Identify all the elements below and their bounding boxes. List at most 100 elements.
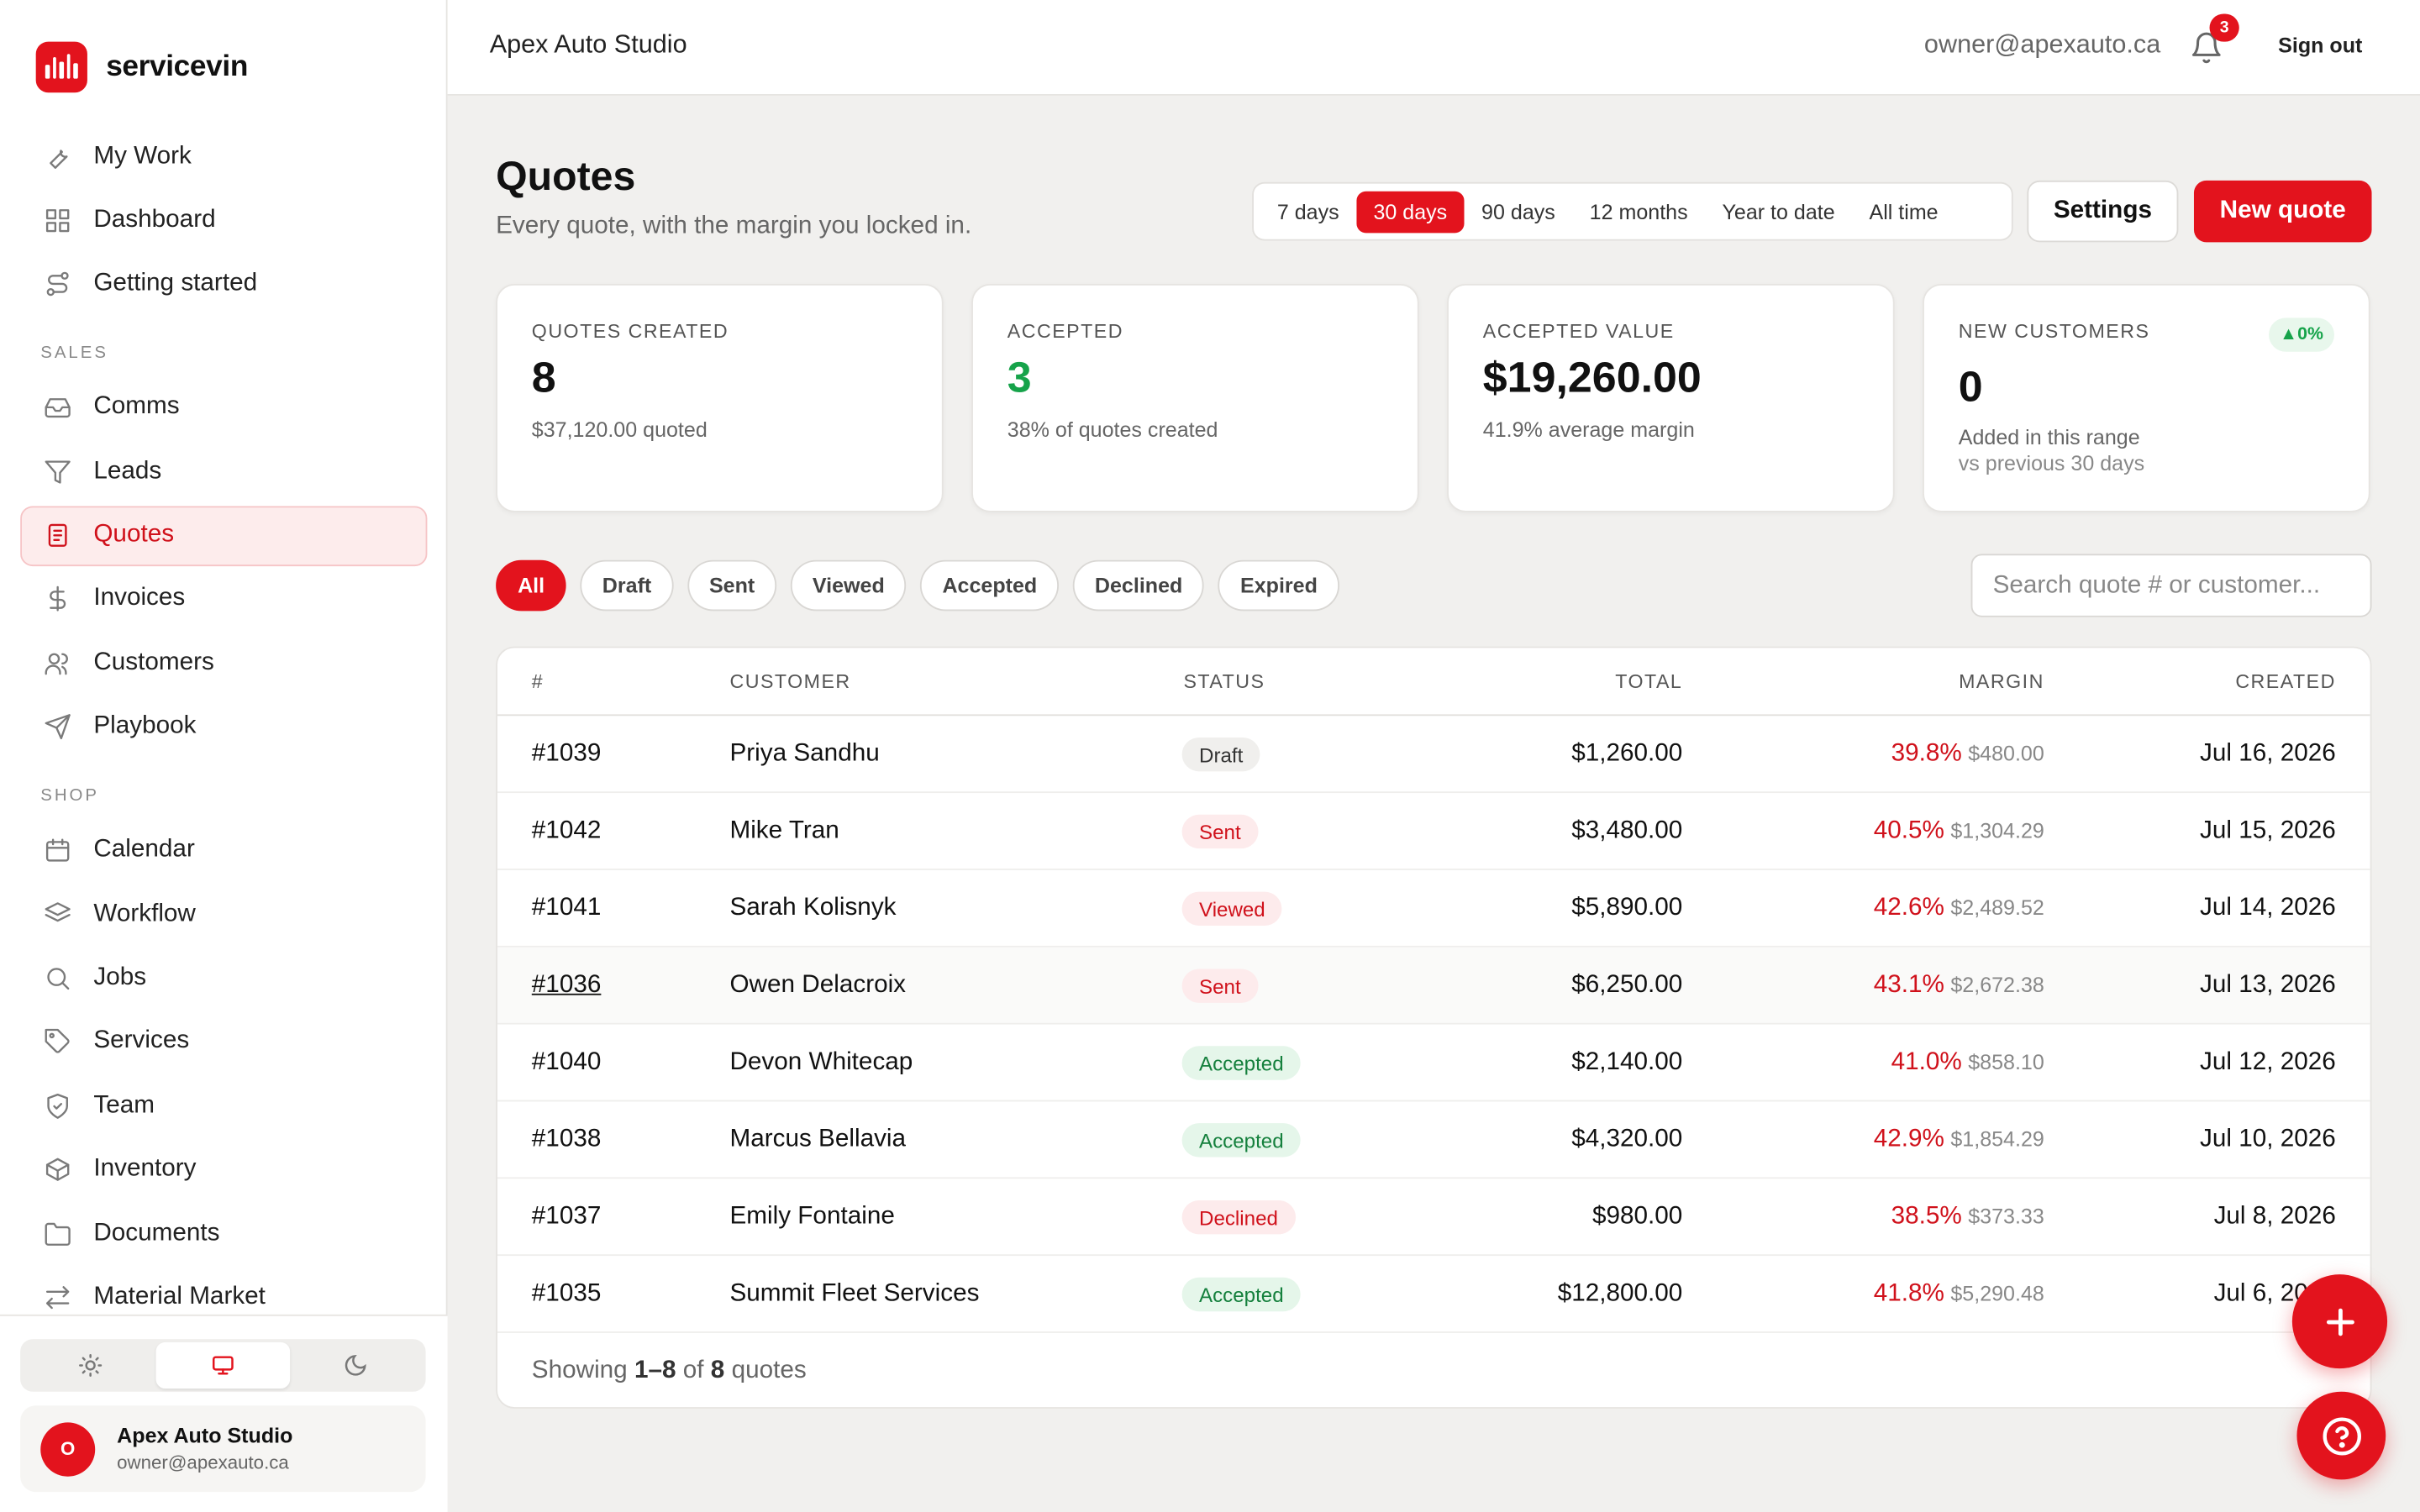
quote-number-link[interactable]: #1036 [531, 972, 602, 999]
margin-percent: 42.9% [1873, 1126, 1944, 1153]
sidebar-item-services[interactable]: Services [20, 1012, 427, 1073]
margin-amount: $1,854.29 [1950, 1127, 2044, 1152]
sidebar-item-inventory[interactable]: Inventory [20, 1140, 427, 1200]
bell-icon[interactable] [2189, 29, 2223, 66]
table-row[interactable]: #1039 Priya Sandhu Draft $1,260.00 39.8% $480… [497, 716, 2370, 794]
status-badge: Accepted [1181, 1123, 1302, 1158]
margin-cell: 39.8% $480.00 [1891, 741, 2044, 769]
sidebar-item-calendar[interactable]: Calendar [20, 821, 427, 881]
sidebar-item-invoices[interactable]: Invoices [20, 570, 427, 630]
light-theme-button[interactable] [24, 1342, 156, 1389]
created-date: Jul 12, 2026 [2200, 1048, 2336, 1076]
sidebar-item-label: Quotes [93, 521, 175, 549]
new-quote-button[interactable]: New quote [2193, 180, 2372, 243]
filter-chip-accepted[interactable]: Accepted [920, 559, 1060, 612]
settings-button[interactable]: Settings [2027, 180, 2179, 243]
customer-name: Devon Whitecap [729, 1048, 913, 1076]
sidebar-item-playbook[interactable]: Playbook [20, 697, 427, 758]
table-row[interactable]: #1038 Marcus Bellavia Accepted $4,320.00 42.… [497, 1101, 2370, 1179]
table-row[interactable]: #1042 Mike Tran Sent $3,480.00 40.5% $1,304.2… [497, 793, 2370, 870]
nav-section-shop: SHOP [40, 786, 99, 806]
sidebar-item-my-work[interactable]: My Work [20, 127, 427, 187]
column-header-margin[interactable]: MARGIN [1959, 670, 2044, 693]
range-option-year-to-date[interactable]: Year to date [1722, 199, 1835, 223]
quote-number-link[interactable]: #1040 [531, 1048, 602, 1076]
customer-name: Owen Delacroix [729, 972, 907, 999]
sidebar-item-team[interactable]: Team [20, 1076, 427, 1137]
sign-out-button[interactable]: Sign out [2278, 34, 2363, 57]
table-row[interactable]: #1041 Sarah Kolisnyk Viewed $5,890.00 42.6% $… [497, 870, 2370, 948]
column-header-customer[interactable]: CUSTOMER [729, 670, 851, 693]
filter-chip-all[interactable]: All [496, 559, 567, 612]
brand-name: servicevin [106, 50, 248, 83]
search-input[interactable] [1970, 554, 2372, 617]
table-row[interactable]: #1035 Summit Fleet Services Accepted $12,80… [497, 1256, 2370, 1333]
sidebar-item-label: Playbook [93, 712, 197, 740]
column-header-number[interactable]: # [531, 670, 544, 693]
created-date: Jul 8, 2026 [2213, 1203, 2336, 1230]
quote-total: $12,800.00 [1557, 1280, 1683, 1307]
grid-icon [44, 207, 71, 234]
stat-accepted-value: ACCEPTED VALUE $19,260.00 41.9% average … [1447, 283, 1895, 512]
quote-number-link[interactable]: #1037 [531, 1203, 602, 1230]
sidebar-item-dashboard[interactable]: Dashboard [20, 191, 427, 251]
margin-percent: 42.6% [1873, 895, 1944, 921]
stat-quotes-created: QUOTES CREATED 8 $37,120.00 quoted [496, 283, 944, 512]
quote-number-link[interactable]: #1041 [531, 895, 602, 921]
margin-cell: 41.0% $858.10 [1891, 1049, 2044, 1077]
filter-chip-declined[interactable]: Declined [1072, 559, 1205, 612]
column-header-total[interactable]: TOTAL [1615, 670, 1683, 693]
system-theme-button[interactable] [156, 1341, 290, 1389]
sidebar-item-getting-started[interactable]: Getting started [20, 255, 427, 315]
filter-chip-sent[interactable]: Sent [687, 559, 777, 612]
quote-number-link[interactable]: #1035 [531, 1280, 602, 1307]
sidebar-item-material-market[interactable]: Material Market [20, 1268, 427, 1315]
margin-amount: $5,290.48 [1950, 1282, 2044, 1305]
margin-percent: 41.0% [1891, 1048, 1962, 1076]
status-badge: Accepted [1181, 1046, 1302, 1080]
filter-chip-expired[interactable]: Expired [1218, 559, 1339, 612]
account-card[interactable]: O Apex Auto Studio owner@apexauto.ca [20, 1405, 426, 1493]
column-header-status[interactable]: STATUS [1183, 670, 1265, 693]
range-option-90-days[interactable]: 90 days [1481, 199, 1555, 223]
sidebar-item-label: Dashboard [93, 206, 216, 234]
quote-total: $6,250.00 [1571, 972, 1683, 999]
add-fab-button[interactable] [2291, 1274, 2388, 1369]
quote-number-link[interactable]: #1042 [531, 817, 602, 844]
filter-chip-viewed[interactable]: Viewed [790, 559, 907, 612]
sidebar-item-workflow[interactable]: Workflow [20, 885, 427, 945]
layers-icon [44, 900, 71, 928]
range-option-12-months[interactable]: 12 months [1589, 199, 1688, 223]
sidebar-item-comms[interactable]: Comms [20, 378, 427, 438]
search-icon [44, 964, 71, 992]
range-option-30-days[interactable]: 30 days [1356, 190, 1465, 233]
customer-name: Mike Tran [729, 817, 839, 844]
quote-number-link[interactable]: #1039 [531, 740, 602, 767]
sidebar-item-customers[interactable]: Customers [20, 633, 427, 694]
calendar-icon [44, 837, 71, 864]
column-header-created[interactable]: CREATED [2235, 670, 2336, 693]
brand[interactable]: servicevin [35, 41, 248, 93]
margin-percent: 43.1% [1873, 972, 1944, 999]
range-option-7-days[interactable]: 7 days [1276, 199, 1339, 223]
sidebar-item-documents[interactable]: Documents [20, 1204, 427, 1264]
margin-cell: 42.9% $1,854.29 [1874, 1126, 2044, 1154]
sidebar-item-label: Jobs [93, 963, 147, 991]
stat-label: NEW CUSTOMERS [1958, 321, 2150, 343]
created-date: Jul 13, 2026 [2200, 972, 2336, 999]
table-row[interactable]: #1037 Emily Fontaine Declined $980.00 38.5% $… [497, 1179, 2370, 1257]
margin-amount: $2,489.52 [1950, 896, 2044, 920]
sidebar-item-quotes[interactable]: Quotes [20, 505, 428, 566]
stat-label: ACCEPTED VALUE [1482, 321, 1675, 343]
sidebar-item-leads[interactable]: Leads [20, 442, 427, 502]
range-option-all-time[interactable]: All time [1869, 199, 1939, 223]
help-button[interactable] [2296, 1391, 2386, 1480]
table-row[interactable]: #1036 Owen Delacroix Sent $6,250.00 43.1% $2,… [497, 947, 2370, 1025]
quote-number-link[interactable]: #1038 [531, 1126, 602, 1153]
table-row[interactable]: #1040 Devon Whitecap Accepted $2,140.00 41.0… [497, 1025, 2370, 1102]
dark-theme-button[interactable] [290, 1342, 423, 1389]
stat-value: $19,260.00 [1482, 353, 1702, 402]
sidebar-item-jobs[interactable]: Jobs [20, 948, 427, 1009]
sidebar-item-label: Customers [93, 648, 214, 676]
filter-chip-draft[interactable]: Draft [580, 559, 674, 612]
